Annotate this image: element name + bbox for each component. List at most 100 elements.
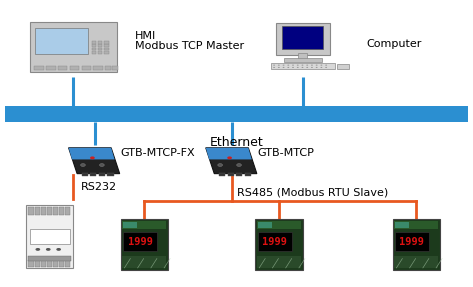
- Bar: [28, 260, 34, 267]
- Bar: [394, 221, 438, 230]
- Text: Ethernet: Ethernet: [210, 135, 263, 149]
- Bar: [29, 22, 117, 73]
- Text: HMI: HMI: [135, 31, 156, 41]
- Circle shape: [282, 65, 285, 66]
- Circle shape: [99, 164, 104, 166]
- Bar: [53, 260, 58, 267]
- Bar: [65, 260, 70, 267]
- Bar: [105, 66, 111, 70]
- Circle shape: [292, 65, 294, 66]
- Circle shape: [320, 65, 323, 66]
- Circle shape: [273, 67, 275, 68]
- Circle shape: [311, 65, 313, 66]
- Bar: [284, 58, 322, 62]
- Circle shape: [292, 67, 294, 68]
- Circle shape: [306, 65, 308, 66]
- Bar: [337, 64, 349, 69]
- Bar: [65, 207, 70, 215]
- Bar: [275, 23, 330, 55]
- Bar: [94, 66, 103, 70]
- Text: Modbus TCP Master: Modbus TCP Master: [135, 41, 244, 51]
- Bar: [98, 51, 103, 54]
- Circle shape: [273, 65, 275, 66]
- Bar: [99, 173, 105, 176]
- Circle shape: [278, 67, 280, 68]
- Bar: [47, 260, 52, 267]
- Bar: [104, 44, 108, 47]
- Circle shape: [316, 65, 318, 66]
- Bar: [271, 63, 334, 69]
- Bar: [258, 222, 272, 228]
- Bar: [258, 232, 292, 251]
- Bar: [26, 205, 73, 268]
- Bar: [91, 41, 96, 44]
- Circle shape: [236, 164, 241, 166]
- Bar: [104, 48, 108, 51]
- Circle shape: [287, 67, 289, 68]
- Text: RS485 (Modbus RTU Slave): RS485 (Modbus RTU Slave): [236, 187, 388, 197]
- Circle shape: [316, 67, 318, 68]
- Bar: [122, 256, 166, 269]
- Text: GTB-MTCP-FX: GTB-MTCP-FX: [121, 148, 195, 158]
- Circle shape: [90, 156, 95, 159]
- Bar: [91, 51, 96, 54]
- Bar: [46, 66, 56, 70]
- Polygon shape: [69, 148, 120, 174]
- Bar: [122, 221, 166, 230]
- Bar: [47, 207, 52, 215]
- Polygon shape: [69, 148, 114, 160]
- Circle shape: [80, 164, 85, 166]
- Text: GTB-MTCP: GTB-MTCP: [258, 148, 315, 158]
- Bar: [113, 66, 118, 70]
- Bar: [298, 53, 307, 60]
- Circle shape: [227, 156, 232, 159]
- Bar: [58, 66, 67, 70]
- Bar: [82, 173, 88, 176]
- Circle shape: [297, 67, 299, 68]
- Bar: [104, 51, 108, 54]
- Circle shape: [278, 65, 280, 66]
- Bar: [41, 260, 46, 267]
- Bar: [98, 41, 103, 44]
- Bar: [123, 222, 137, 228]
- Bar: [91, 44, 96, 47]
- Bar: [81, 66, 91, 70]
- Bar: [107, 173, 114, 176]
- Bar: [104, 41, 108, 44]
- Circle shape: [301, 65, 304, 66]
- Bar: [123, 232, 157, 251]
- Bar: [121, 219, 168, 270]
- Bar: [394, 256, 438, 269]
- Bar: [395, 232, 429, 251]
- Circle shape: [325, 67, 327, 68]
- Bar: [219, 173, 225, 176]
- Bar: [53, 207, 58, 215]
- Bar: [5, 106, 468, 122]
- Bar: [34, 66, 44, 70]
- Bar: [255, 219, 303, 270]
- Bar: [393, 219, 440, 270]
- Circle shape: [306, 67, 308, 68]
- Circle shape: [46, 248, 51, 251]
- Bar: [236, 173, 242, 176]
- Circle shape: [287, 65, 289, 66]
- Bar: [98, 44, 103, 47]
- Bar: [90, 173, 96, 176]
- Bar: [98, 48, 103, 51]
- Circle shape: [301, 67, 304, 68]
- Bar: [35, 260, 40, 267]
- Bar: [257, 221, 301, 230]
- Bar: [35, 207, 40, 215]
- Text: RS232: RS232: [80, 182, 116, 191]
- Bar: [28, 257, 71, 261]
- Bar: [59, 207, 64, 215]
- Bar: [59, 260, 64, 267]
- Polygon shape: [206, 148, 252, 160]
- Bar: [28, 207, 34, 215]
- Bar: [245, 173, 251, 176]
- Circle shape: [282, 67, 285, 68]
- Text: 1999: 1999: [400, 236, 424, 247]
- Circle shape: [35, 248, 40, 251]
- Bar: [41, 207, 46, 215]
- Text: 1999: 1999: [128, 236, 152, 247]
